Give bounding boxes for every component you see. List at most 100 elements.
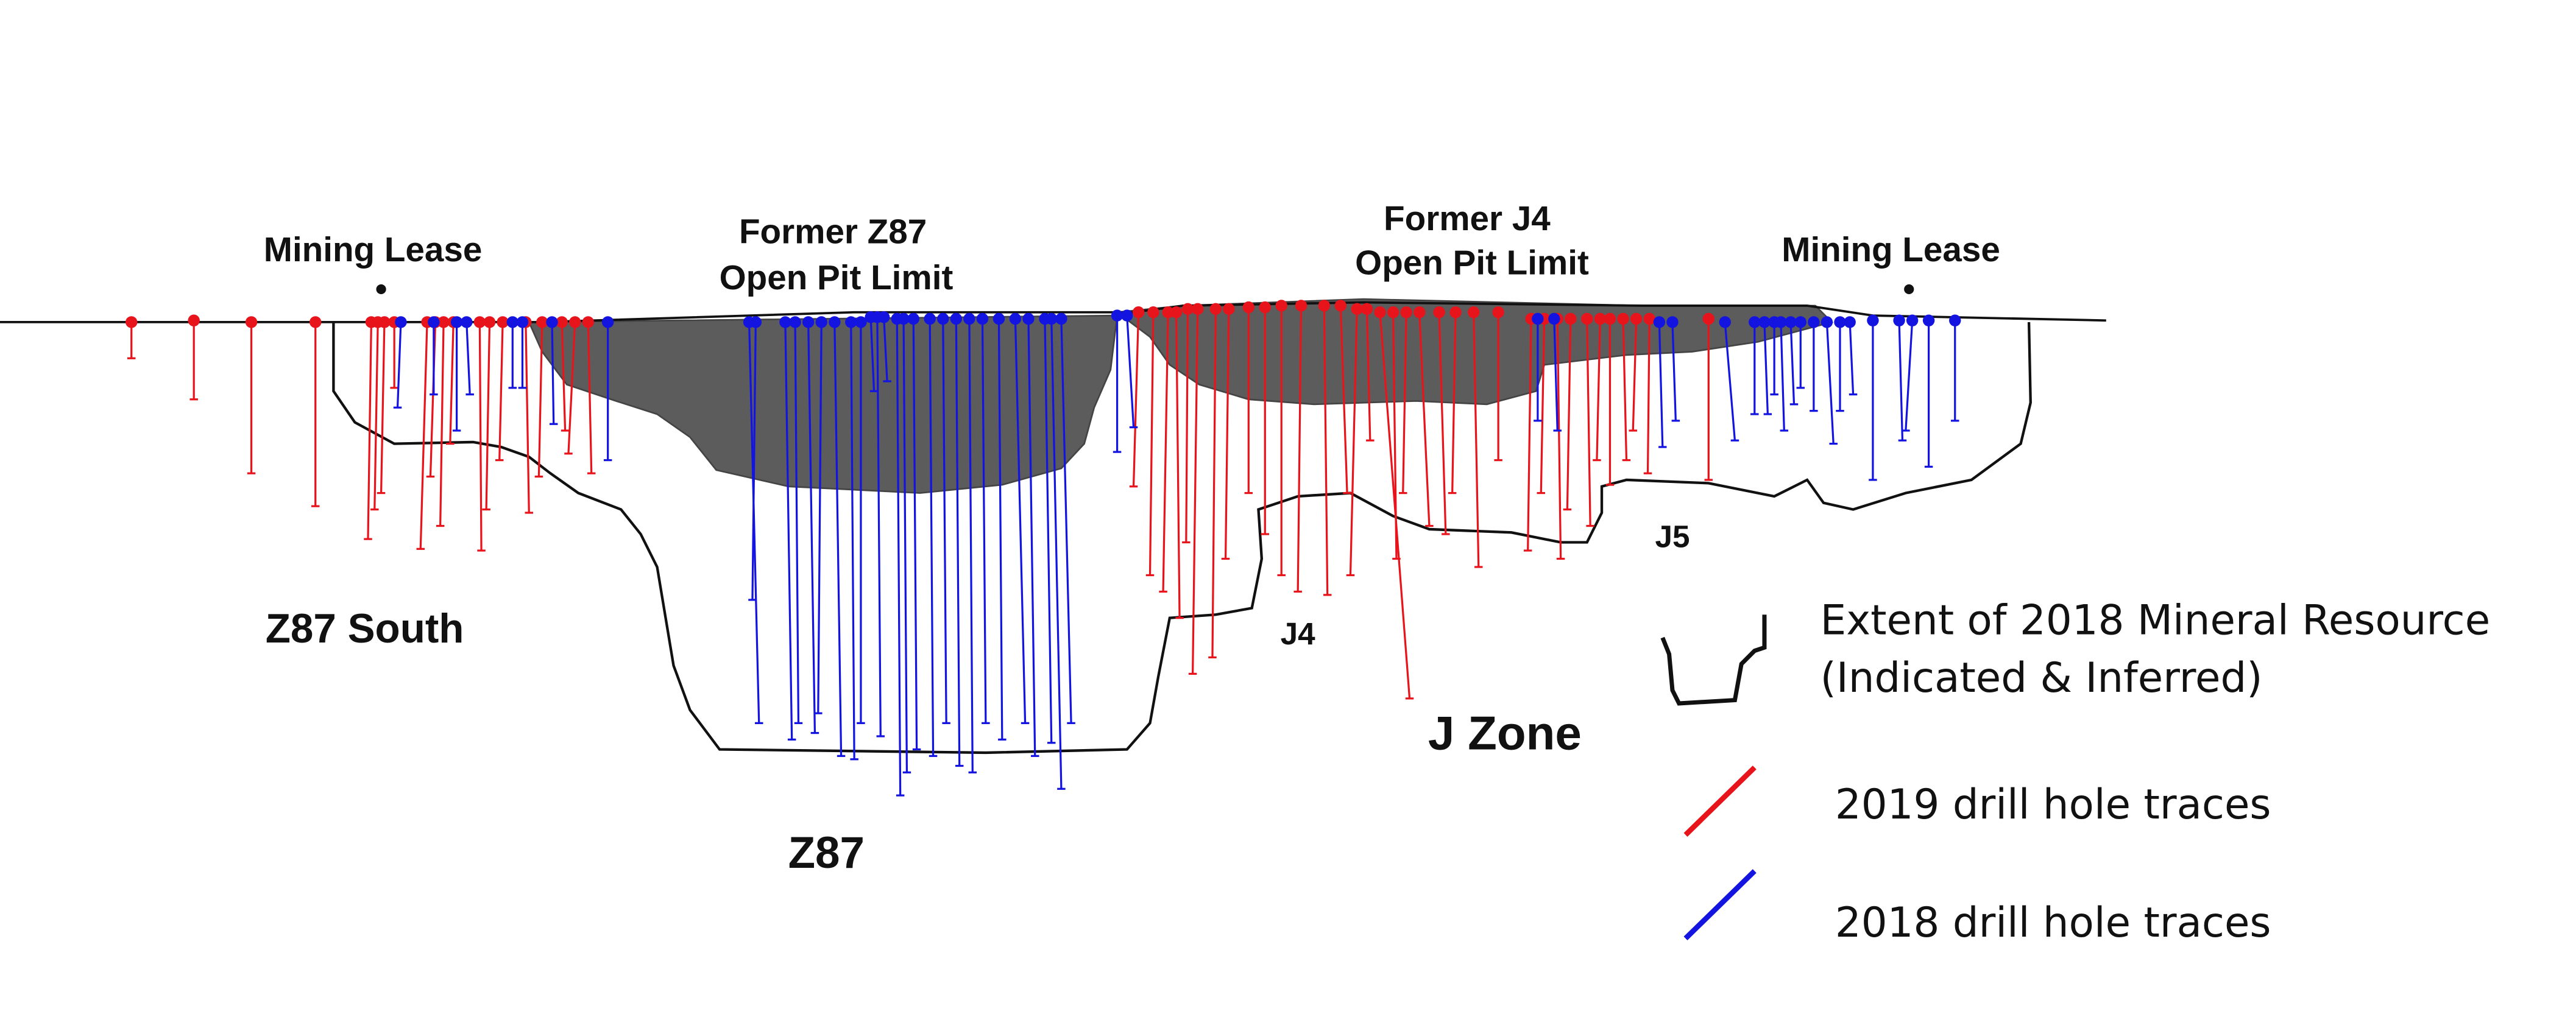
drill-hole-2019-trace <box>537 322 543 477</box>
drill-hole-2018-trace <box>751 322 757 600</box>
drill-hole-2019-trace <box>373 322 379 510</box>
resource-outlines <box>332 322 2032 755</box>
drill-hole-2019-collar <box>245 316 258 328</box>
drill-hole-2018-collar <box>1867 314 1879 326</box>
legend-resource-line2: (Indicated & Inferred) <box>1821 653 2263 702</box>
drill-hole-2019-collar <box>1351 303 1363 315</box>
drill-hole-2018-collar <box>976 312 989 325</box>
drill-hole-2019-trace <box>1297 305 1303 592</box>
drill-hole-2018-trace <box>1044 319 1053 743</box>
drill-hole-2019-trace <box>1438 312 1447 535</box>
drill-hole-2018-collar <box>1775 316 1787 328</box>
mining-lease-marker-right <box>1904 284 1914 295</box>
drill-hole-2018-collar <box>1046 312 1058 325</box>
drill-hole-2019-collar <box>1361 303 1373 315</box>
drill-hole-2019-trace <box>1540 319 1546 493</box>
former-j4-label-line1: Former J4 <box>1384 200 1551 238</box>
drill-hole-2018-trace <box>833 322 843 756</box>
drill-hole-2018-collar <box>1758 316 1771 328</box>
drill-hole-2018-collar <box>855 316 867 328</box>
drill-hole-2019-collar <box>1467 306 1480 319</box>
drill-hole-2019-trace <box>1418 312 1431 526</box>
mining-lease-marker-left <box>376 284 386 295</box>
drill-hole-2018-collar <box>963 312 975 325</box>
drill-hole-2018-collar <box>546 316 558 328</box>
drill-hole-2018-trace <box>1014 319 1027 724</box>
drill-hole-2019-trace <box>1556 319 1562 559</box>
drill-hole-2019-collar <box>1492 306 1504 319</box>
legend-2018-traces: 2018 drill hole traces <box>1835 898 2271 946</box>
drill-hole-2019-collar <box>569 316 581 328</box>
drill-hole-2019-collar <box>1594 312 1607 325</box>
drill-hole-2018-collar <box>779 316 791 328</box>
drill-hole-2019-trace <box>1211 309 1217 658</box>
drill-hole-2018-collar <box>1653 316 1666 328</box>
drill-hole-2019-collar <box>483 316 496 328</box>
drill-hole-2019-trace <box>380 322 386 493</box>
drill-hole-2018-collar <box>1719 316 1731 328</box>
drill-hole-2019-collar <box>1400 306 1412 319</box>
drill-hole-2018-trace <box>883 317 888 382</box>
drill-hole-2019-collar <box>1209 303 1222 315</box>
drill-hole-2018-trace <box>1789 322 1796 404</box>
drill-hole-2018-collar <box>1022 312 1035 325</box>
drill-hole-2019-trace <box>1586 319 1591 526</box>
drill-hole-2018-collar <box>1749 316 1761 328</box>
drill-hole-2018-trace <box>465 322 471 395</box>
drill-hole-2018-collar <box>802 316 815 328</box>
drill-hole-2018-trace <box>1658 322 1664 448</box>
drill-hole-2019-trace <box>1162 312 1169 592</box>
j5-label: J5 <box>1655 519 1690 554</box>
drill-hole-2018-collar <box>506 316 518 328</box>
drill-hole-2019-collar <box>1132 306 1145 319</box>
drill-hole-2019-collar <box>1181 303 1194 315</box>
drill-hole-2019-trace <box>449 322 455 444</box>
drill-hole-2018-collar <box>845 316 857 328</box>
drill-hole-2018-collar <box>516 316 529 328</box>
ground-surface-line <box>0 301 2106 323</box>
legend-resource-line1: Extent of 2018 Mineral Resource <box>1821 596 2491 644</box>
drill-hole-2019-collar <box>126 316 138 328</box>
drill-hole-2019-trace <box>1402 312 1407 493</box>
drill-hole-2018-collar <box>1785 316 1797 328</box>
drill-hole-2018-collar <box>924 312 936 325</box>
drill-hole-2019-collar <box>1702 312 1714 325</box>
drill-hole-2018-collar <box>1121 309 1133 322</box>
drill-hole-2019-collar <box>1581 312 1593 325</box>
drill-hole-2019-collar <box>1275 300 1287 312</box>
drill-hole-2018-collar <box>1532 312 1544 325</box>
drill-hole-2019-trace <box>1566 319 1572 510</box>
drill-hole-2019-trace <box>587 322 593 474</box>
drill-hole-2019-collar <box>1334 300 1346 312</box>
drill-hole-2018-trace <box>551 322 555 424</box>
drill-hole-2019-collar <box>1147 306 1159 319</box>
drill-hole-2019-trace <box>1323 305 1329 595</box>
drill-hole-2018-trace <box>1898 320 1904 441</box>
drill-hole-2019-collar <box>1414 306 1426 319</box>
drill-hole-2018-collar <box>877 311 890 323</box>
legend-red-swatch <box>1683 766 1757 837</box>
drill-hole-2019-trace <box>1365 309 1371 441</box>
drill-hole-2019-collar <box>188 314 200 326</box>
drill-hole-2019-collar <box>1374 306 1386 319</box>
legend-blue-swatch <box>1683 869 1757 940</box>
drill-hole-2018-collar <box>1834 316 1846 328</box>
drill-hole-2018-trace <box>1780 322 1785 431</box>
drill-hole-2018-trace <box>1849 322 1855 395</box>
drill-holes-2019 <box>126 300 1714 700</box>
former-z87-label-line1: Former Z87 <box>739 213 927 251</box>
drill-hole-2018-trace <box>784 322 793 740</box>
drill-hole-2018-trace <box>1126 315 1135 428</box>
j-zone-label: J Zone <box>1428 706 1582 760</box>
drill-hole-2019-trace <box>1473 312 1480 568</box>
drill-hole-2019-collar <box>1604 312 1616 325</box>
former-j4-label-line2: Open Pit Limit <box>1355 244 1589 283</box>
drill-hole-2018-collar <box>749 316 762 328</box>
legend-resource-outline-swatch <box>1660 614 1767 706</box>
drill-hole-2019-trace <box>1175 312 1181 618</box>
drill-hole-2018-collar <box>428 316 440 328</box>
drill-hole-2018-collar <box>395 316 407 328</box>
drill-hole-2018-trace <box>850 322 855 759</box>
drill-hole-2019-collar <box>1223 303 1235 315</box>
